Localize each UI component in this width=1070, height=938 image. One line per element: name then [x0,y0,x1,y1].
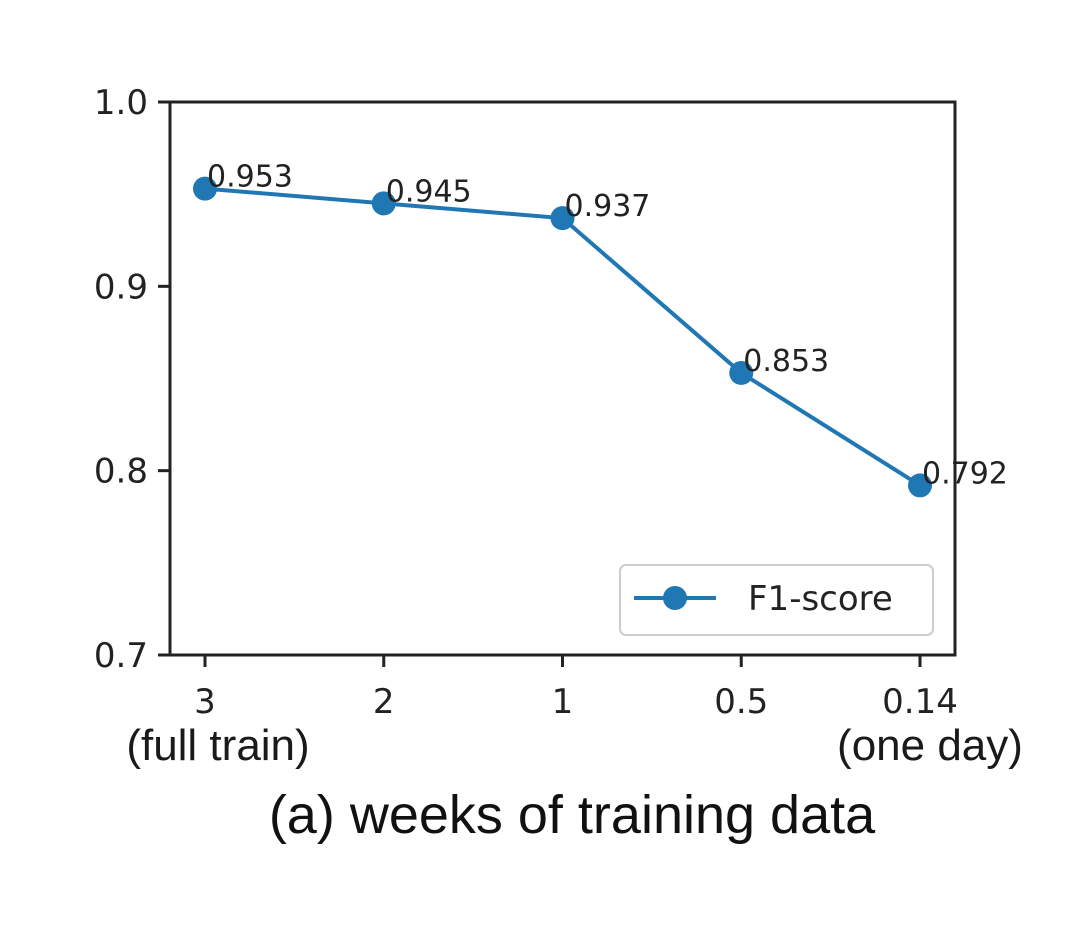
legend-box [619,564,934,636]
y-tick-label: 1.0 [94,83,148,123]
data-label: 0.945 [386,174,472,209]
y-tick-label: 0.9 [94,267,148,307]
series-f1-score [193,176,932,498]
x-axis: 3 2 1 0.5 0.14 [194,655,958,722]
data-point [729,360,754,385]
chart-caption: (a) weeks of training data [269,785,876,845]
data-label: 0.937 [565,189,651,224]
data-labels: 0.953 0.945 0.937 0.853 0.792 [207,160,1008,492]
y-tick-label: 0.8 [94,452,148,492]
y-tick-label: 0.7 [94,636,148,676]
data-label: 0.792 [922,456,1008,491]
x-tick-label: 0.14 [882,682,958,722]
data-point [908,473,932,498]
x-tick-label: 3 [194,682,216,722]
legend-label: F1-score [748,579,893,619]
x-tick-label: 0.5 [714,682,768,722]
data-label: 0.953 [207,160,293,195]
legend: F1-score [619,564,934,636]
series-line [204,186,922,488]
data-point [371,191,396,216]
data-point [550,206,575,231]
data-point [193,176,217,201]
x-sublabel-last: (one day) [837,721,1023,770]
legend-marker [663,586,687,610]
y-axis: 0.7 0.8 0.9 1.0 [94,83,170,676]
x-tick-label: 2 [373,682,395,722]
x-sublabel-first: (full train) [126,721,309,770]
data-label: 0.853 [743,344,829,379]
x-tick-label: 1 [552,682,574,722]
